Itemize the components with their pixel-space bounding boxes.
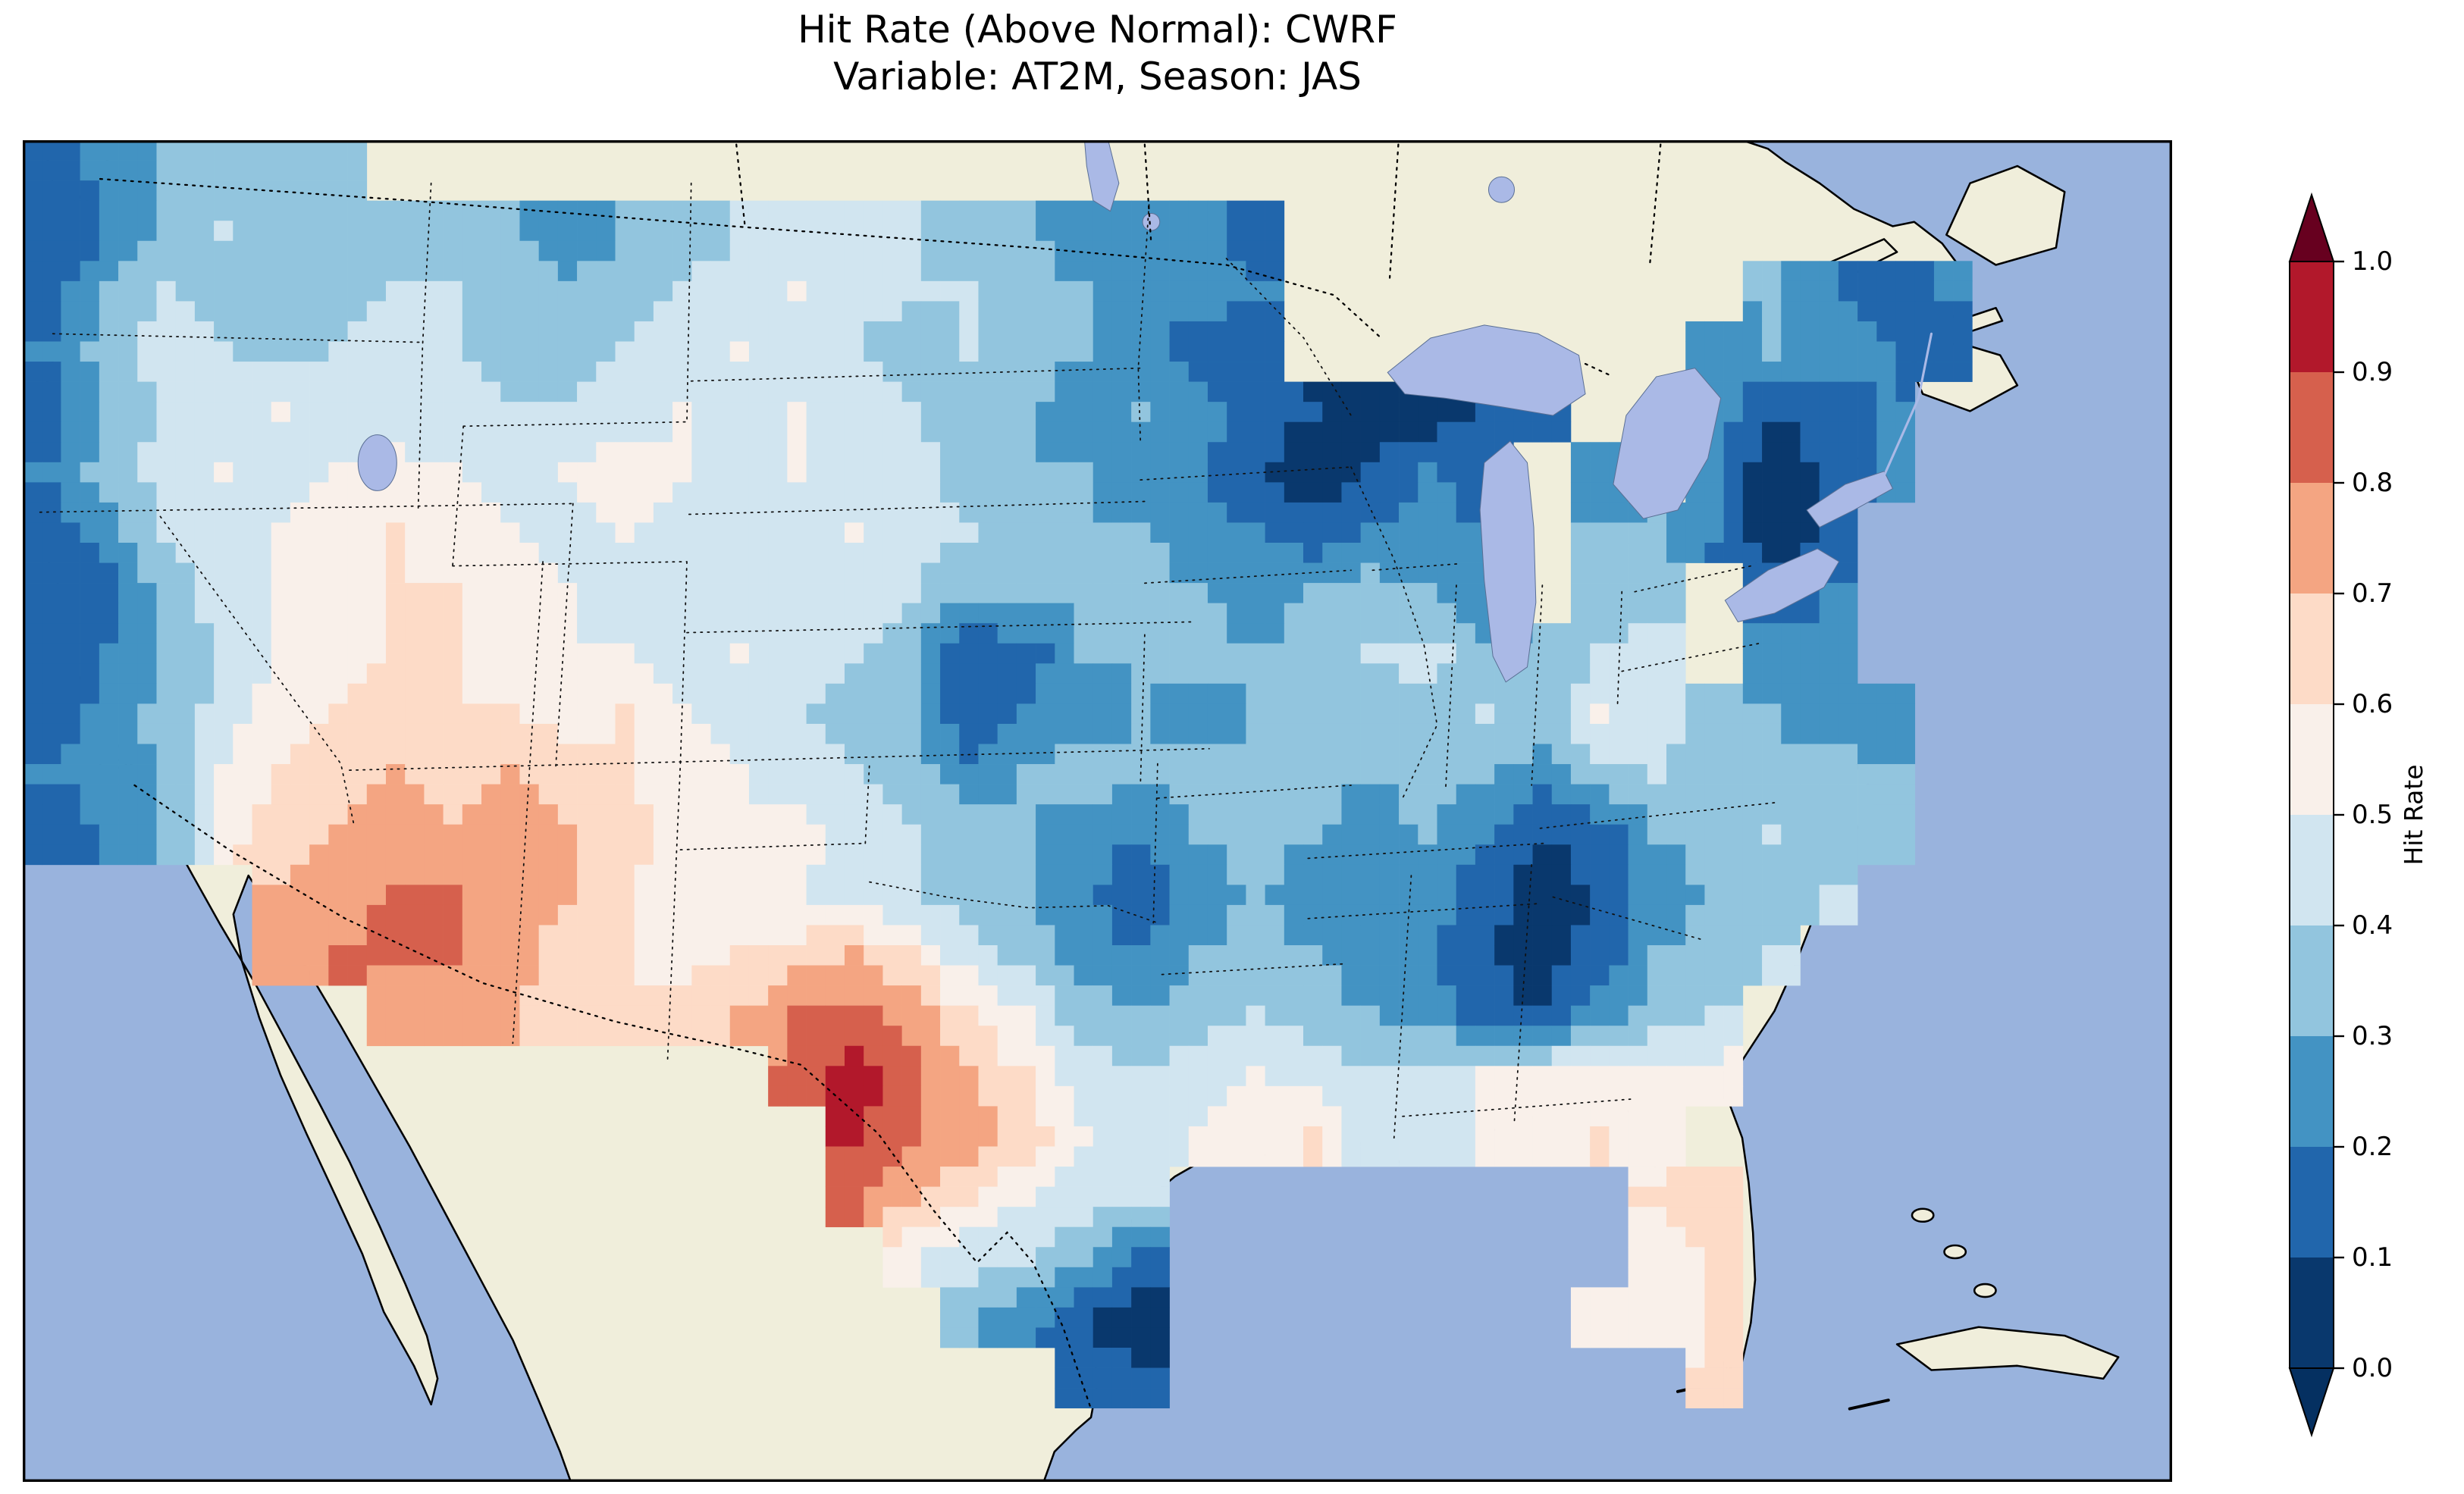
colorbar-band	[2290, 815, 2334, 926]
colorbar-band	[2290, 1147, 2334, 1258]
colorbar-band	[2290, 926, 2334, 1036]
colorbar-tick-label: 0.1	[2352, 1242, 2393, 1273]
colorbar-tick-label: 0.0	[2352, 1353, 2393, 1383]
colorbar-band	[2290, 262, 2334, 372]
lake-superior	[1387, 324, 1586, 416]
lake-erie	[1724, 548, 1840, 622]
lakes	[357, 140, 1933, 683]
lake-winnipeg	[1083, 140, 1120, 212]
lake-michigan	[1479, 440, 1537, 683]
map-frame	[23, 140, 2172, 1482]
colorbar-band	[2290, 483, 2334, 594]
lake-nipigon	[1487, 176, 1515, 203]
colorbar-label: Hit Rate	[2399, 764, 2428, 865]
great-salt-lake	[357, 434, 397, 491]
colorbar-tick-label: 0.3	[2352, 1021, 2393, 1051]
colorbar-tick-label: 1.0	[2352, 246, 2393, 277]
bahamas-island	[1911, 1207, 1935, 1223]
colorbar-tick-label: 0.5	[2352, 800, 2393, 830]
lake-huron	[1613, 368, 1722, 519]
colorbar-tick-label: 0.4	[2352, 910, 2393, 941]
colorbar-band	[2290, 1258, 2334, 1368]
colorbar-tick-label: 0.8	[2352, 468, 2393, 498]
country-borders	[99, 143, 1662, 1410]
lake-ontario	[1806, 471, 1894, 528]
lake-of-the-woods	[1142, 212, 1161, 231]
colorbar-band	[2290, 1036, 2334, 1147]
cuba-island	[1895, 1326, 2120, 1380]
colorbar-band	[2290, 372, 2334, 483]
heatmap-cells	[23, 140, 1973, 1408]
colorbar-ticks: 1.0 0.9 0.8 0.7 0.6 0.5 0.4 0.3 0.2 0.1 0.0	[2334, 246, 2393, 1383]
bahamas-island	[1943, 1244, 1967, 1260]
colorbar-under-arrow	[2288, 1367, 2335, 1438]
figure-title-line2: Variable: AT2M, Season: JAS	[833, 55, 1362, 99]
state-borders	[39, 182, 1778, 1139]
figure-title: Hit Rate (Above Normal): CWRF Variable: …	[23, 6, 2172, 100]
bahamas-island	[1973, 1283, 1997, 1298]
colorbar-band	[2290, 704, 2334, 815]
colorbar-tick-label: 0.2	[2352, 1132, 2393, 1162]
colorbar-bands	[2290, 262, 2334, 1368]
colorbar-tick-label: 0.7	[2352, 578, 2393, 609]
colorbar-over-arrow	[2288, 192, 2335, 262]
colorbar-band	[2290, 594, 2334, 704]
figure-title-line1: Hit Rate (Above Normal): CWRF	[798, 8, 1397, 52]
st-lawrence-river	[1882, 332, 1933, 478]
map	[23, 140, 2172, 1482]
colorbar-tick-label: 0.6	[2352, 689, 2393, 719]
colorbar-tick-label: 0.9	[2352, 357, 2393, 387]
colorbar: 1.0 0.9 0.8 0.7 0.6 0.5 0.4 0.3 0.2 0.1 0.0 Hit Ra…	[2288, 192, 2428, 1438]
newfoundland-island	[1945, 164, 2066, 266]
